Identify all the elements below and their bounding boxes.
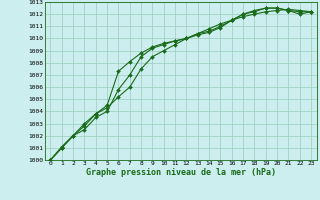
X-axis label: Graphe pression niveau de la mer (hPa): Graphe pression niveau de la mer (hPa): [86, 168, 276, 177]
